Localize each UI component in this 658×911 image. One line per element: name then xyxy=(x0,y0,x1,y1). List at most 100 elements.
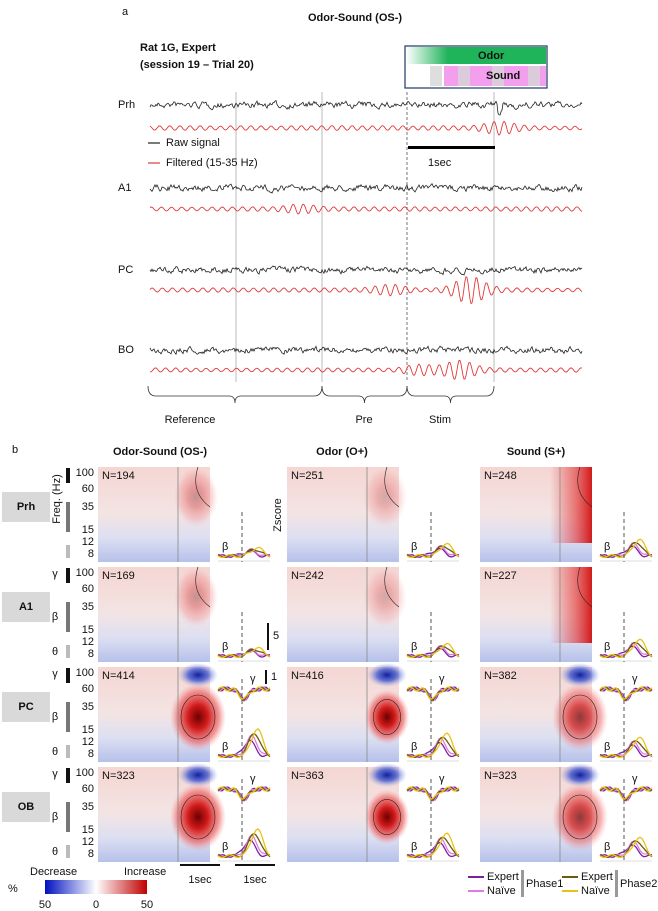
n-label: N=382 xyxy=(484,670,517,682)
colorbar-unit: % xyxy=(8,883,18,895)
heatmap-increase xyxy=(550,467,592,543)
inset-band-label: γ xyxy=(632,673,638,685)
band-bar xyxy=(66,545,70,558)
inset-trace xyxy=(217,728,271,759)
row-label-box xyxy=(2,792,50,822)
band-bar xyxy=(66,502,70,532)
heatmap xyxy=(98,763,271,862)
freq-tick: 100 xyxy=(76,767,94,779)
freq-tick: 35 xyxy=(82,501,94,513)
heatmap-increase xyxy=(174,467,218,527)
n-label: N=363 xyxy=(291,770,324,782)
heatmap xyxy=(480,663,653,762)
scale-bar xyxy=(408,146,495,149)
band-label: γ xyxy=(52,668,58,680)
heatmap xyxy=(287,763,460,862)
inset-trace xyxy=(599,736,653,759)
raw-signal xyxy=(149,100,583,116)
inset-band-label: β xyxy=(222,741,228,753)
inset-trace xyxy=(406,732,460,759)
legend-phase-bar xyxy=(615,870,618,897)
legend-phase-bar xyxy=(521,870,524,897)
n-label: N=227 xyxy=(484,570,517,582)
epoch-bracket xyxy=(321,385,408,404)
heatmap xyxy=(480,466,653,562)
band-label: θ xyxy=(52,646,58,658)
raw-signal xyxy=(149,345,583,356)
n-label: N=248 xyxy=(484,470,517,482)
n-label: N=251 xyxy=(291,470,324,482)
freq-tick: 15 xyxy=(82,724,94,736)
heatmap-increase xyxy=(364,789,410,845)
filtered-signal xyxy=(149,360,583,380)
inset-trace xyxy=(406,686,460,702)
band-label: γ xyxy=(52,568,58,580)
row-label: Prh xyxy=(17,501,36,513)
heatmap xyxy=(98,663,271,762)
freq-tick: 35 xyxy=(82,801,94,813)
freq-tick: 35 xyxy=(82,601,94,613)
heatmap-decrease xyxy=(367,763,407,787)
colorbar-increase: Increase xyxy=(124,866,166,878)
zscore-scale: 5 xyxy=(273,630,279,642)
row-label-box xyxy=(2,592,50,622)
channel-label: PC xyxy=(118,264,133,276)
freq-tick: 8 xyxy=(88,848,94,860)
contour xyxy=(180,794,216,840)
inset-trace xyxy=(599,786,653,802)
freq-tick: 12 xyxy=(82,536,94,548)
legend-naive: Naïve xyxy=(487,885,516,897)
raw-signal xyxy=(149,182,583,194)
inset-trace xyxy=(406,786,460,802)
band-bar xyxy=(66,845,70,858)
band-bar xyxy=(66,768,70,783)
inset-band-label: β xyxy=(222,541,228,553)
contour xyxy=(195,566,211,608)
sound-gap xyxy=(458,66,470,86)
freq-axis-label: Freq. (Hz) xyxy=(51,474,63,524)
session-label: (session 19 – Trial 20) xyxy=(140,59,254,71)
band-bar xyxy=(66,568,70,583)
row-label: A1 xyxy=(19,601,33,613)
contour xyxy=(384,566,400,608)
inset-band-label: β xyxy=(411,641,417,653)
channel-label: Prh xyxy=(118,99,135,111)
inset-trace xyxy=(217,828,271,859)
legend-filtered: Filtered (15-35 Hz) xyxy=(166,157,258,169)
heatmap-increase xyxy=(363,567,407,627)
sound-label: Sound xyxy=(486,70,520,82)
band-label: β xyxy=(52,711,58,723)
inset-band-label: β xyxy=(604,841,610,853)
inset-trace xyxy=(599,686,653,701)
sound-gap xyxy=(430,66,442,86)
legend-expert: Expert xyxy=(581,871,613,883)
column-title: Odor-Sound (OS-) xyxy=(113,446,207,458)
heatmap xyxy=(287,566,460,662)
epoch-label: Pre xyxy=(355,414,372,426)
inset-band-label: γ xyxy=(632,773,638,785)
heatmap-increase xyxy=(552,683,608,751)
contour xyxy=(562,794,598,840)
inset-trace xyxy=(217,686,271,701)
contour xyxy=(373,799,401,835)
epoch-bracket xyxy=(147,385,323,404)
row-label-box xyxy=(2,492,50,522)
inset-trace xyxy=(217,786,271,802)
band-label: θ xyxy=(52,846,58,858)
contour xyxy=(577,466,593,508)
epoch-label: Reference xyxy=(165,414,216,426)
heatmap-increase xyxy=(550,567,592,643)
sound-gap xyxy=(528,66,540,86)
inset-band-label: β xyxy=(411,741,417,753)
freq-tick: 15 xyxy=(82,524,94,536)
freq-tick: 60 xyxy=(82,783,94,795)
inset-band-label: β xyxy=(411,841,417,853)
band-label: θ xyxy=(52,746,58,758)
heatmap-decrease xyxy=(367,663,407,687)
band-label: β xyxy=(52,811,58,823)
inset-band-label: γ xyxy=(439,773,445,785)
time-scale: 1sec xyxy=(188,874,212,886)
freq-tick: 100 xyxy=(76,667,94,679)
row-label-box xyxy=(2,692,50,722)
legend-expert: Expert xyxy=(487,871,519,883)
